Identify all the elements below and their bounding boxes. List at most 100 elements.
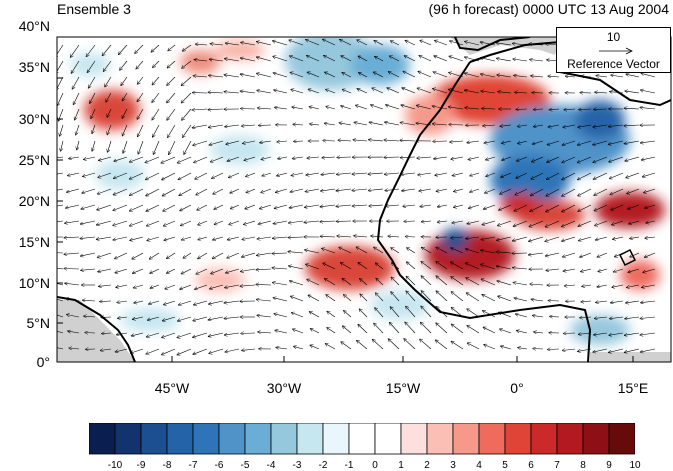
wind-vector (470, 172, 480, 176)
wind-vector (67, 188, 80, 192)
wind-vector (83, 172, 96, 177)
colorbar-swatch (244, 423, 272, 455)
wind-vector (391, 41, 400, 46)
wind-vector (153, 124, 160, 137)
wind-vector (192, 109, 208, 110)
anomaly-blob (350, 45, 410, 85)
wind-vector (224, 300, 240, 303)
colorbar-tick-label: -6 (214, 460, 224, 471)
wind-vector (436, 262, 448, 270)
wind-vector (372, 88, 384, 94)
wind-vector (514, 298, 528, 302)
wind-vector (564, 109, 576, 110)
wind-vector (115, 348, 128, 352)
wind-vector (513, 283, 528, 286)
wind-vector (643, 268, 656, 272)
wind-vector (80, 237, 96, 239)
wind-vector (483, 125, 496, 126)
wind-vector (578, 124, 592, 127)
wind-vector (138, 124, 144, 137)
wind-vector (181, 268, 192, 274)
wind-vector (225, 125, 240, 127)
wind-vector (153, 140, 160, 154)
wind-vector (86, 44, 96, 57)
wind-vector (81, 252, 96, 256)
wind-vector (64, 253, 80, 254)
wind-vector (229, 220, 240, 225)
wind-vector (92, 140, 96, 151)
wind-vector (151, 44, 160, 52)
wind-vector (57, 157, 64, 158)
wind-vector (609, 156, 624, 162)
wind-vector (486, 172, 496, 176)
wind-vector (292, 107, 304, 110)
wind-vector (71, 44, 80, 57)
wind-vector (626, 172, 640, 178)
wind-vector (530, 204, 544, 212)
wind-vector (102, 44, 112, 56)
wind-vector (152, 108, 160, 120)
colorbar-swatch (218, 423, 246, 455)
wind-vector (289, 220, 304, 223)
lake-chad (618, 248, 637, 267)
wind-vector (113, 220, 128, 226)
wind-vector (100, 301, 112, 302)
wind-vector (107, 124, 112, 135)
wind-vector (196, 188, 208, 195)
wind-vector (436, 188, 448, 191)
wind-vector (450, 141, 464, 142)
wind-vector (612, 284, 624, 287)
wind-vector (214, 220, 224, 224)
wind-vector (546, 204, 560, 212)
wind-vector (449, 125, 464, 126)
wind-vector (121, 76, 128, 85)
wind-vector (376, 293, 384, 302)
colorbar-tick-label: -5 (240, 460, 250, 471)
wind-vector (195, 44, 208, 45)
wind-vector (581, 301, 592, 302)
colorbar-swatch (478, 423, 506, 455)
wind-vector (563, 349, 576, 351)
wind-vector (564, 333, 576, 334)
reference-vector-legend: 10 Reference Vector (556, 27, 671, 73)
wind-vector (209, 75, 224, 77)
wind-vector (209, 140, 224, 145)
wind-vector (66, 204, 80, 208)
wind-vector (113, 188, 128, 195)
wind-vector (67, 315, 80, 318)
anomaly-blob (370, 290, 430, 320)
wind-vector (137, 92, 144, 102)
wind-vector (497, 75, 512, 78)
wind-vector (321, 173, 336, 175)
colorbar-swatch (452, 423, 480, 455)
wind-vector (242, 236, 256, 240)
wind-vector (481, 279, 496, 286)
wind-vector (305, 204, 320, 207)
wind-vector (293, 124, 304, 125)
wind-vector (578, 172, 592, 180)
wind-vector (629, 220, 640, 224)
wind-vector (384, 140, 400, 141)
wind-vector (562, 188, 576, 196)
wind-vector (422, 247, 432, 254)
wind-vector (385, 122, 400, 126)
wind-vector (417, 105, 432, 110)
wind-vector (341, 106, 352, 110)
wind-vector (533, 349, 544, 350)
colorbar-tick-label: 10 (629, 460, 641, 471)
wind-vector (624, 108, 640, 109)
wind-vector (273, 298, 288, 302)
lon-label-30w: 30°W (266, 380, 302, 396)
anomaly-blob (575, 100, 625, 140)
wind-vector (358, 56, 368, 62)
wind-vector (88, 76, 96, 88)
wind-vector (641, 73, 656, 78)
wind-vector (167, 92, 176, 103)
wind-vector (530, 60, 544, 62)
wind-vector (358, 325, 368, 334)
wind-vector (258, 332, 272, 333)
wind-vector (69, 348, 80, 349)
wind-vector (468, 156, 480, 160)
wind-vector (513, 220, 528, 226)
lon-label-45w: 45°W (154, 380, 190, 396)
